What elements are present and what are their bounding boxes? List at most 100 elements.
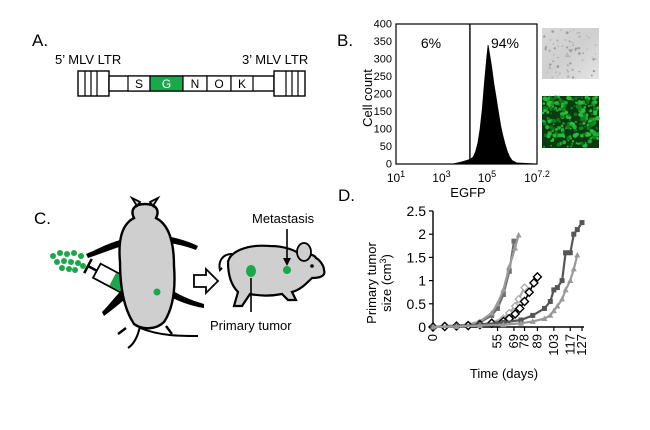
growth-point [562,286,569,293]
histogram-y-tick-label: 100 [374,124,392,136]
brightfield-image [542,28,599,79]
growth-point [550,307,557,314]
segment-n-label: N [191,77,200,91]
growth-point [528,277,539,288]
growth-point [551,287,557,293]
arrow-icon [193,266,220,296]
growth-point [476,322,483,329]
growth-point [510,309,521,319]
growth-point [579,220,585,226]
growth-point [541,315,548,322]
growth-point [567,250,573,256]
growth-point [514,294,524,304]
growth-point [547,312,554,318]
growth-point [554,302,561,309]
growth-point [570,265,577,272]
growth-point [559,295,566,302]
growth-point [488,309,495,316]
metastasis-label: Metastasis [252,211,315,226]
growth-point [515,231,522,238]
growth-y-tick-label: 0.5 [407,296,427,312]
panel-a-label: A. [32,31,48,50]
growth-xlabel: Time (days) [470,366,538,381]
histogram-ylabel: Cell count [360,69,375,127]
injection-site [153,288,161,296]
growth-point [506,263,513,270]
growth-point [563,250,569,256]
panel-b: B. Cell count 0 50 100 150 200 250 300 350 400 6… [337,19,600,200]
fluorescence-micrograph [541,95,600,148]
growth-x-tick-label: 0 [425,334,440,341]
growth-ylabel-line1: Primary tumor [364,242,379,324]
histogram-y-tick-label: 150 [374,106,392,118]
primary-tumor-label: Primary tumor [210,318,292,333]
growth-x-tick-label: 55 [490,334,505,348]
growth-point [453,323,460,329]
segment-g-label: G [162,77,171,91]
growth-point [529,318,536,324]
histogram-x-tick-label: 103 [432,169,450,185]
segment-k-label: K [238,77,246,91]
growth-y-tick-label: 1 [418,273,426,289]
growth-point [500,286,507,293]
supine-mouse-icon [86,195,204,349]
ltr-right-label: 3’ MLV LTR [242,52,308,67]
growth-point [518,317,524,323]
growth-point [530,312,536,318]
primary-tumor-site [246,265,256,277]
histogram-y-tick-label: 0 [386,159,392,171]
ltr-left-box [77,70,110,97]
metastasis-arrowhead [283,258,291,266]
growth-x-tick-label: 78 [517,334,532,348]
panel-c-label: C. [34,209,51,228]
segment-s-label: S [135,77,143,91]
growth-x-tick-label: 89 [529,334,544,348]
histogram-y-tick-label: 300 [374,54,392,66]
growth-point [547,298,553,304]
panel-d-label: D. [338,186,355,205]
growth-ylabel: Primary tumor size (cm3) [364,242,394,324]
growth-point [574,251,581,258]
growth-point [514,303,525,314]
growth-series-line [432,221,583,329]
growth-x-tick-label: 69 [506,334,521,348]
growth-point [520,283,529,292]
growth-x-tick-label: 117 [562,334,577,355]
side-mouse-icon [218,242,326,308]
ltr-left-label: 5’ MLV LTR [55,52,121,67]
cell-droplets [50,250,86,273]
gate-left-percent: 6% [421,35,441,51]
growth-point [494,300,501,307]
growth-point [559,278,565,284]
histogram-x-tick-label: 107.2 [524,169,550,185]
growth-point [517,320,524,326]
panel-d: D. Primary tumor size (cm3) 0 0.5 1 1.5 2 2.5… [338,186,589,381]
histogram-x-tick-label: 101 [387,169,405,185]
ltr-right-box [273,70,306,97]
growth-series-line [432,241,516,329]
construct-segments: S G N O K [127,75,254,92]
growth-point [574,227,580,233]
growth-series-5 [430,251,581,330]
growth-point [554,285,560,291]
growth-ylabel-line2: size (cm3) [378,254,394,312]
histogram-frame [395,23,538,165]
panel-c: C. [34,195,326,349]
growth-y-tick-label: 0 [418,319,426,335]
growth-y-tick-label: 2 [418,226,426,242]
histogram-plot [395,23,538,165]
brightfield-texture [543,29,597,79]
growth-point [532,271,543,282]
segment-o-label: O [214,77,223,91]
histogram-y-tick-label: 200 [374,89,392,101]
growth-point [541,305,547,311]
growth-point [524,287,535,298]
gate-right-percent: 94% [491,35,519,51]
histogram-y-ticks: 0 50 100 150 200 250 300 350 400 [374,19,392,171]
growth-x-tick-label: 127 [574,334,589,356]
growth-point [519,296,530,307]
histogram-x-tick-label: 105 [478,169,496,185]
histogram-x-ticks: 101 103 105 107.2 [387,169,550,185]
